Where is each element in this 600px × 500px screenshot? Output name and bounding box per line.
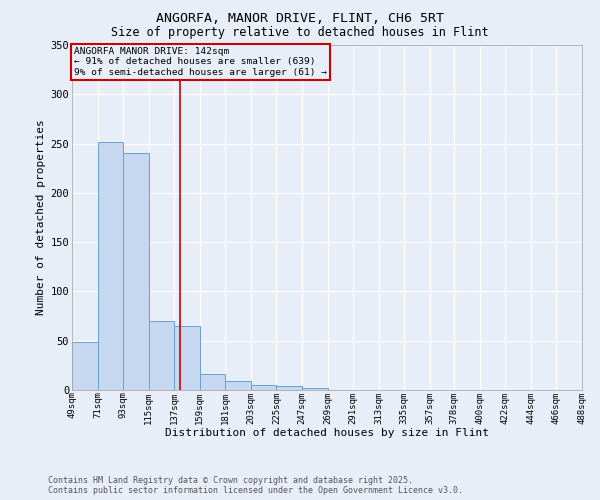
Bar — [174, 326, 200, 390]
Bar — [226, 381, 251, 390]
Text: Size of property relative to detached houses in Flint: Size of property relative to detached ho… — [111, 26, 489, 39]
Bar — [251, 385, 277, 390]
Bar — [72, 342, 98, 390]
Text: ANGORFA MANOR DRIVE: 142sqm
← 91% of detached houses are smaller (639)
9% of sem: ANGORFA MANOR DRIVE: 142sqm ← 91% of det… — [74, 47, 328, 77]
Bar — [149, 321, 174, 390]
Bar — [302, 388, 328, 390]
Text: Contains HM Land Registry data © Crown copyright and database right 2025.
Contai: Contains HM Land Registry data © Crown c… — [48, 476, 463, 495]
Text: ANGORFA, MANOR DRIVE, FLINT, CH6 5RT: ANGORFA, MANOR DRIVE, FLINT, CH6 5RT — [156, 12, 444, 26]
Bar — [123, 154, 149, 390]
Y-axis label: Number of detached properties: Number of detached properties — [37, 120, 46, 316]
Bar — [200, 374, 226, 390]
Bar — [98, 142, 123, 390]
X-axis label: Distribution of detached houses by size in Flint: Distribution of detached houses by size … — [165, 428, 489, 438]
Bar — [277, 386, 302, 390]
